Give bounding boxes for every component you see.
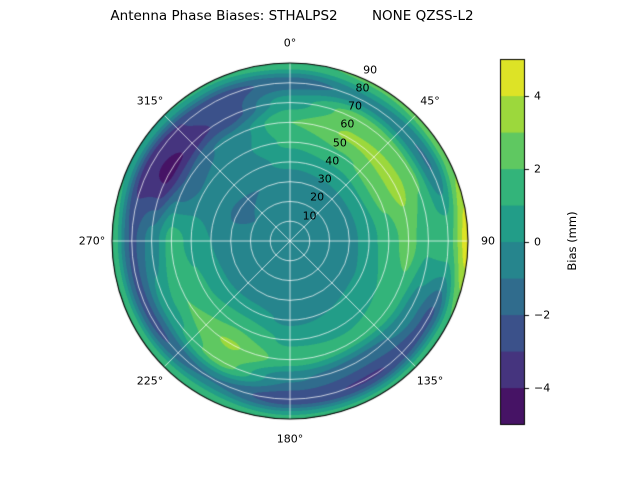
azimuth-label: 315° <box>136 94 164 108</box>
colorbar-axis-label: Bias (mm) <box>565 211 579 271</box>
radial-label: 80 <box>355 81 370 95</box>
azimuth-label: 270° <box>78 234 106 248</box>
radial-label: 30 <box>317 172 332 186</box>
azimuth-label: 135° <box>416 374 444 388</box>
colorbar-tick-label: −4 <box>534 381 551 394</box>
radial-label: 70 <box>347 99 362 113</box>
radial-label: 90 <box>363 63 378 77</box>
azimuth-label: 180° <box>276 432 304 446</box>
colorbar-tick-label: 4 <box>534 89 541 102</box>
colorbar-tick-label: 0 <box>534 235 541 248</box>
colorbar-tick-label: 2 <box>534 162 541 175</box>
azimuth-label: 0° <box>283 36 297 50</box>
radial-label: 60 <box>340 117 355 131</box>
azimuth-label: 45° <box>420 94 440 108</box>
azimuth-label: 90 <box>481 234 495 248</box>
radial-label: 20 <box>310 190 325 204</box>
radial-label: 40 <box>325 154 340 168</box>
chart-title: Antenna Phase Biases: STHALPS2 NONE QZSS… <box>110 8 474 24</box>
colorbar-tick-label: −2 <box>534 308 551 321</box>
azimuth-label: 225° <box>136 374 164 388</box>
radial-label: 50 <box>332 136 347 150</box>
radial-label: 10 <box>302 209 317 223</box>
